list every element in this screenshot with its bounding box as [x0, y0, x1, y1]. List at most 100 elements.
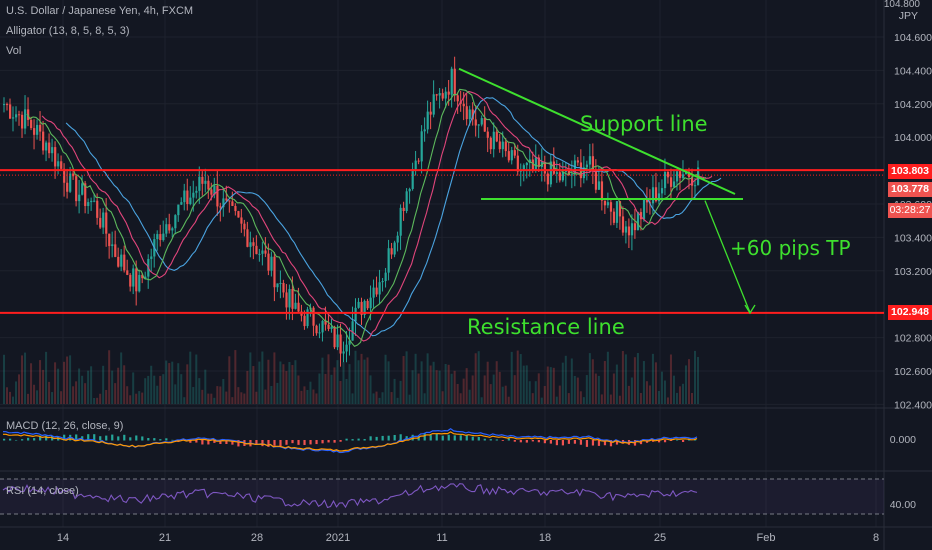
- y-tick-label: 103.200: [894, 266, 932, 278]
- volume-bar: [114, 383, 117, 404]
- signal-line: [3, 431, 698, 452]
- candle-body: [138, 274, 141, 292]
- candle-body: [513, 150, 516, 156]
- volume-bar: [693, 350, 696, 404]
- macd-histogram-bar: [339, 440, 342, 442]
- candle-body: [612, 211, 616, 223]
- volume-bar: [63, 361, 66, 404]
- symbol-title[interactable]: U.S. Dollar / Japanese Yen, 4h, FXCM: [6, 5, 194, 17]
- volume-bar: [69, 355, 72, 404]
- volume-bar: [414, 353, 417, 404]
- macd-histogram-bar: [381, 435, 384, 441]
- volume-bar: [180, 374, 183, 404]
- volume-bar: [486, 361, 489, 404]
- volume-bar: [480, 397, 483, 404]
- candle-body: [606, 202, 610, 206]
- rsi-legend[interactable]: RSI (14, close): [6, 485, 79, 497]
- macd-histogram-bar: [585, 440, 589, 447]
- candle-body: [189, 197, 192, 205]
- volume-bar: [579, 391, 582, 404]
- volume-bar: [243, 393, 246, 404]
- volume-bar: [399, 380, 402, 404]
- macd-histogram-bar: [663, 440, 667, 443]
- volume-bar: [231, 397, 234, 404]
- volume-bar: [300, 390, 303, 404]
- rsi-band: [0, 479, 884, 514]
- candle-body: [483, 118, 486, 132]
- macd-histogram-bar: [129, 437, 132, 441]
- volume-bar: [282, 364, 285, 404]
- candle-body: [315, 325, 318, 334]
- macd-histogram-bar: [153, 438, 156, 441]
- candle-body: [144, 276, 147, 279]
- macd-pane: [2, 427, 698, 454]
- volume-bar: [513, 375, 516, 404]
- volume-bar: [162, 374, 165, 404]
- volume-bar: [255, 391, 258, 404]
- candle-body: [273, 256, 276, 288]
- candle-body: [537, 157, 540, 167]
- candle-body: [567, 169, 571, 176]
- volume-bar: [111, 370, 114, 404]
- volume-bar: [465, 368, 468, 404]
- current-price-tag: 103.803: [888, 164, 932, 179]
- macd-histogram-bar: [195, 440, 198, 443]
- macd-histogram-bar: [39, 435, 42, 441]
- candle-body: [348, 340, 351, 345]
- volume-bar: [519, 354, 522, 404]
- volume-bar: [534, 381, 537, 404]
- volume-legend[interactable]: Vol: [6, 45, 22, 57]
- volume-bar: [501, 386, 504, 404]
- volume-bar: [66, 356, 69, 404]
- volume-bar: [510, 351, 513, 404]
- alligator-legend[interactable]: Alligator (13, 8, 5, 8, 5, 3): [6, 25, 130, 37]
- candle-body: [522, 165, 525, 171]
- candle-body: [516, 155, 519, 172]
- macd-histogram-bar: [231, 440, 234, 445]
- candle-body: [651, 187, 655, 204]
- candle-body: [102, 212, 105, 228]
- volume-bar: [279, 361, 282, 404]
- volume-bar: [321, 357, 324, 404]
- volume-bar: [363, 359, 366, 404]
- macd-histogram-bar: [279, 440, 282, 447]
- candle-body: [96, 200, 99, 218]
- volume-bar: [174, 384, 177, 404]
- volume-bar: [207, 393, 210, 404]
- volume-bar: [447, 364, 450, 404]
- volume-bar: [582, 397, 585, 404]
- volume-bar: [201, 389, 204, 404]
- candle-body: [279, 282, 282, 284]
- candle-body: [417, 160, 420, 162]
- candle-body: [558, 172, 562, 181]
- macd-legend[interactable]: MACD (12, 26, close, 9): [6, 420, 124, 432]
- volume-bar: [666, 397, 669, 404]
- candle-body: [507, 151, 510, 161]
- volume-bar: [93, 397, 96, 404]
- macd-histogram-bar: [261, 440, 264, 447]
- volume-bar: [306, 389, 309, 404]
- volume-bar: [588, 353, 591, 404]
- macd-histogram-bar: [159, 439, 162, 441]
- volume-bar: [681, 383, 684, 404]
- volume-bar: [96, 397, 99, 404]
- volume-bar: [540, 397, 543, 404]
- macd-histogram-bar: [519, 440, 522, 443]
- macd-histogram-bar: [477, 436, 480, 441]
- volume-bar: [603, 361, 606, 404]
- volume-bar: [561, 362, 564, 404]
- macd-histogram-bar: [489, 439, 492, 441]
- candle-body: [336, 334, 339, 348]
- candle-body: [399, 207, 402, 236]
- candle-body: [174, 215, 177, 229]
- volume-bars: [3, 350, 699, 404]
- macd-histogram-bar: [105, 435, 108, 441]
- volume-bar: [594, 373, 597, 404]
- candle-body: [432, 94, 435, 115]
- volume-bar: [195, 354, 198, 404]
- macd-histogram-bar: [573, 440, 577, 444]
- volume-bar: [171, 361, 174, 404]
- volume-bar: [651, 353, 654, 404]
- candle-body: [291, 288, 294, 309]
